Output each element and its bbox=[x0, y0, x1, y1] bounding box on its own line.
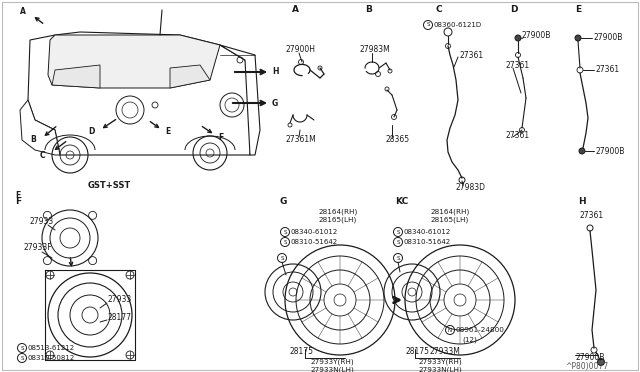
Text: A: A bbox=[20, 7, 26, 16]
Text: 27361: 27361 bbox=[580, 211, 604, 219]
Text: N: N bbox=[448, 327, 452, 333]
Polygon shape bbox=[52, 65, 100, 88]
Text: E: E bbox=[575, 6, 581, 15]
Text: 27933: 27933 bbox=[108, 295, 132, 305]
Text: B: B bbox=[365, 6, 372, 15]
Text: (12): (12) bbox=[462, 337, 477, 343]
Text: H: H bbox=[578, 198, 586, 206]
Text: 27933: 27933 bbox=[30, 218, 54, 227]
Circle shape bbox=[515, 35, 521, 41]
Text: 27933N(LH): 27933N(LH) bbox=[310, 367, 354, 372]
Text: S: S bbox=[396, 230, 400, 234]
Text: 27900B: 27900B bbox=[593, 33, 622, 42]
Text: 28164(RH): 28164(RH) bbox=[430, 209, 469, 215]
Text: 27361M: 27361M bbox=[285, 135, 316, 144]
Text: 28177: 28177 bbox=[108, 314, 132, 323]
Text: 08340-61012: 08340-61012 bbox=[403, 229, 451, 235]
Text: 08310-51642: 08310-51642 bbox=[403, 239, 451, 245]
Text: 27983M: 27983M bbox=[360, 45, 391, 55]
Text: 27361: 27361 bbox=[595, 65, 619, 74]
Text: S: S bbox=[396, 240, 400, 244]
Text: 27361: 27361 bbox=[505, 131, 529, 140]
Text: S: S bbox=[20, 346, 24, 350]
Circle shape bbox=[575, 35, 581, 41]
Polygon shape bbox=[48, 35, 220, 88]
Text: 27933F: 27933F bbox=[23, 244, 52, 253]
Text: G: G bbox=[272, 99, 278, 108]
Text: GST+SST: GST+SST bbox=[88, 180, 131, 189]
Text: 27933M: 27933M bbox=[430, 347, 461, 356]
Circle shape bbox=[598, 359, 605, 366]
Polygon shape bbox=[220, 45, 260, 155]
Text: S: S bbox=[396, 256, 400, 260]
Text: D: D bbox=[88, 128, 94, 137]
Text: 28365: 28365 bbox=[385, 135, 409, 144]
Text: 27361: 27361 bbox=[460, 51, 484, 60]
Text: 27900B: 27900B bbox=[522, 31, 552, 39]
Text: 08961-24800: 08961-24800 bbox=[456, 327, 504, 333]
Text: 28175: 28175 bbox=[405, 347, 429, 356]
Text: 27933Y(RH): 27933Y(RH) bbox=[310, 359, 354, 365]
Text: 08340-61012: 08340-61012 bbox=[291, 229, 338, 235]
Text: G: G bbox=[280, 198, 287, 206]
Text: 28175: 28175 bbox=[290, 347, 314, 356]
Text: B: B bbox=[30, 135, 36, 144]
Text: 28165(LH): 28165(LH) bbox=[318, 217, 356, 223]
Text: D: D bbox=[510, 6, 518, 15]
Text: 08513-61212: 08513-61212 bbox=[28, 345, 75, 351]
Text: 08310-50812: 08310-50812 bbox=[28, 355, 75, 361]
Text: S: S bbox=[426, 22, 429, 28]
Text: H: H bbox=[272, 67, 278, 77]
Text: 08310-51642: 08310-51642 bbox=[291, 239, 338, 245]
Text: 27361: 27361 bbox=[505, 61, 529, 70]
Text: F: F bbox=[218, 132, 223, 141]
Text: 28165(LH): 28165(LH) bbox=[430, 217, 468, 223]
Polygon shape bbox=[170, 65, 210, 88]
Text: E: E bbox=[165, 128, 170, 137]
Text: A: A bbox=[292, 6, 299, 15]
Text: ^P80)0077: ^P80)0077 bbox=[565, 362, 608, 371]
Text: 27933Y(RH): 27933Y(RH) bbox=[418, 359, 461, 365]
Text: 27933N(LH): 27933N(LH) bbox=[418, 367, 461, 372]
Text: S: S bbox=[284, 230, 287, 234]
Polygon shape bbox=[28, 32, 255, 155]
Text: S: S bbox=[280, 256, 284, 260]
Text: 08360-6121D: 08360-6121D bbox=[433, 22, 482, 28]
Circle shape bbox=[579, 148, 585, 154]
Text: S: S bbox=[284, 240, 287, 244]
Text: KC: KC bbox=[395, 198, 408, 206]
Text: S: S bbox=[20, 356, 24, 360]
Text: F: F bbox=[15, 198, 21, 206]
Text: 27900B: 27900B bbox=[595, 147, 625, 155]
Text: C: C bbox=[40, 151, 45, 160]
Text: 27983D: 27983D bbox=[455, 183, 485, 192]
Text: F: F bbox=[15, 190, 20, 199]
Text: 28164(RH): 28164(RH) bbox=[318, 209, 357, 215]
Text: 27900B: 27900B bbox=[575, 353, 604, 362]
Text: 27900H: 27900H bbox=[286, 45, 316, 55]
Text: C: C bbox=[435, 6, 442, 15]
Polygon shape bbox=[20, 100, 60, 155]
